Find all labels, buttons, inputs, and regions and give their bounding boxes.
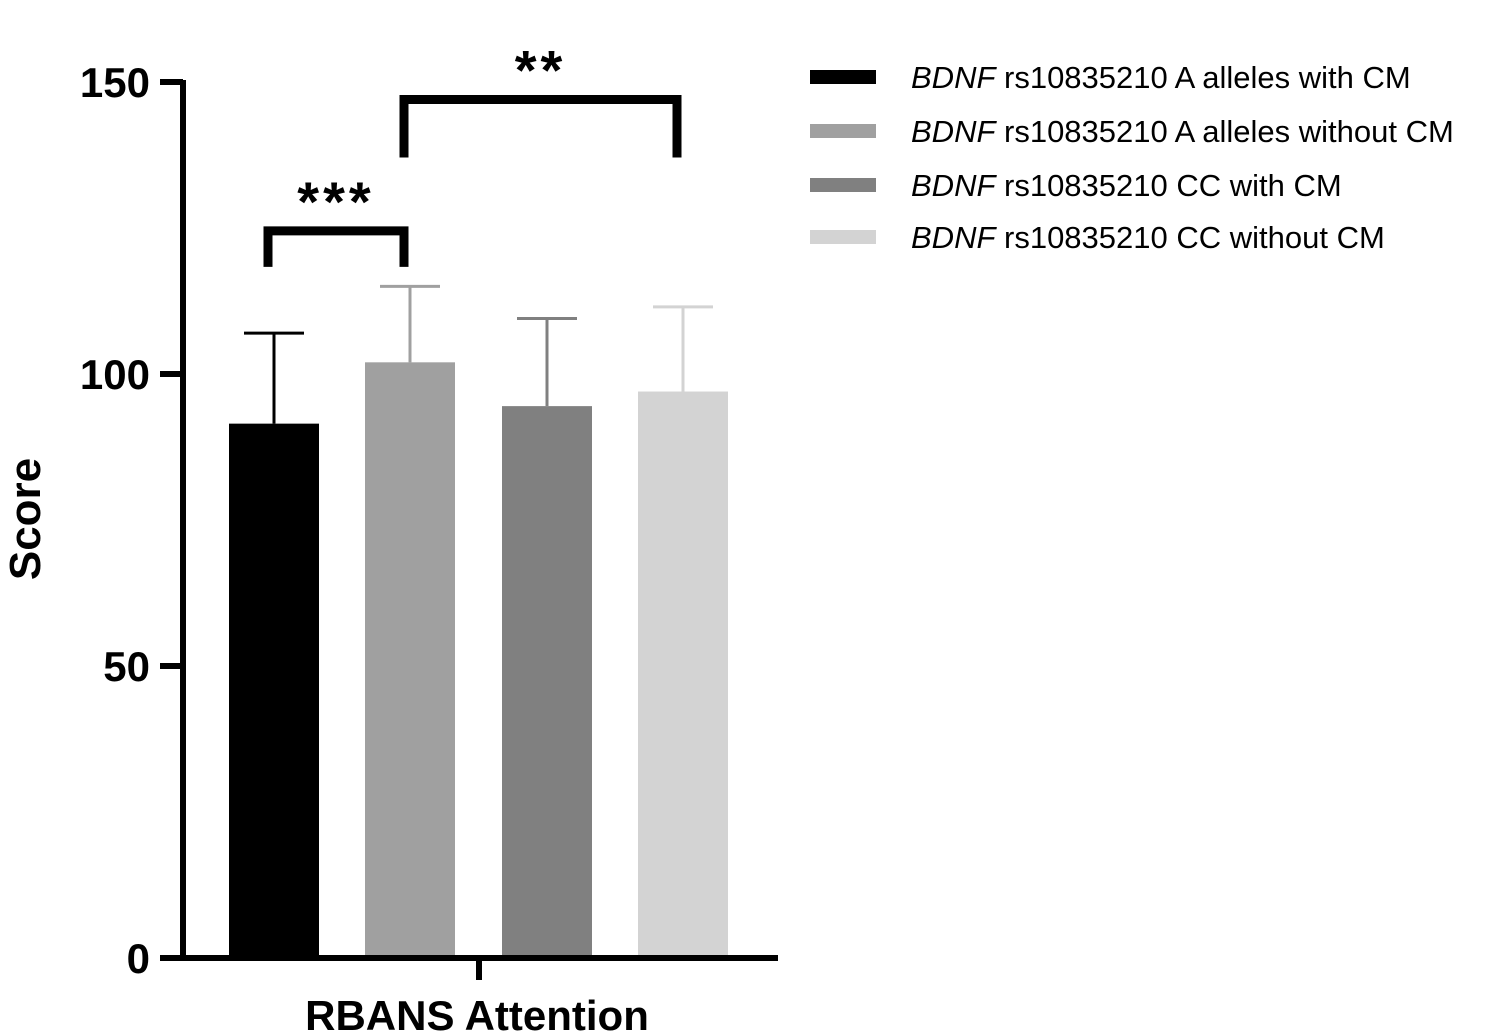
legend-swatch [810, 230, 876, 244]
y-axis-label: Score [1, 458, 50, 580]
y-ticks: 0 50 100 150 [80, 59, 183, 982]
significance-bracket-1 [263, 226, 409, 267]
bar-1 [229, 423, 319, 958]
legend-group-name: rs10835210 A alleles with CM [995, 60, 1410, 95]
legend-entry-2: BDNF rs10835210 A alleles without CM [810, 114, 1454, 149]
bar-2 [365, 362, 455, 958]
bars [229, 362, 728, 958]
y-tick-label: 100 [80, 351, 150, 398]
significance-bracket-2 [399, 95, 682, 158]
legend-group-name: rs10835210 A alleles without CM [995, 114, 1453, 149]
significance-label-2: ** [515, 39, 567, 102]
y-tick-label: 50 [103, 643, 150, 690]
legend-group-name: rs10835210 CC without CM [995, 220, 1384, 255]
y-tick-label: 0 [127, 935, 150, 982]
legend-label: BDNF rs10835210 A alleles with CM [911, 60, 1411, 95]
legend-entry-1: BDNF rs10835210 A alleles with CM [810, 60, 1411, 95]
error-bars [244, 284, 713, 424]
legend-label: BDNF rs10835210 A alleles without CM [911, 114, 1454, 149]
bar-4 [638, 391, 728, 958]
legend-entry-3: BDNF rs10835210 CC with CM [810, 168, 1342, 203]
legend-label: BDNF rs10835210 CC without CM [911, 220, 1385, 255]
legend-swatch [810, 178, 876, 192]
y-tick-label: 150 [80, 59, 150, 106]
legend-gene-name: BDNF [911, 220, 997, 255]
significance-brackets: ***** [263, 39, 682, 267]
significance-label-1: *** [297, 170, 374, 233]
legend-gene-name: BDNF [911, 114, 997, 149]
legend-swatch [810, 70, 876, 84]
axes [180, 80, 778, 980]
bar-3 [502, 406, 592, 958]
x-category-label: RBANS Attention [305, 992, 649, 1034]
legend-gene-name: BDNF [911, 60, 997, 95]
legend-swatch [810, 124, 876, 138]
legend-group-name: rs10835210 CC with CM [995, 168, 1341, 203]
legend-gene-name: BDNF [911, 168, 997, 203]
legend-label: BDNF rs10835210 CC with CM [911, 168, 1342, 203]
legend-entry-4: BDNF rs10835210 CC without CM [810, 220, 1385, 255]
